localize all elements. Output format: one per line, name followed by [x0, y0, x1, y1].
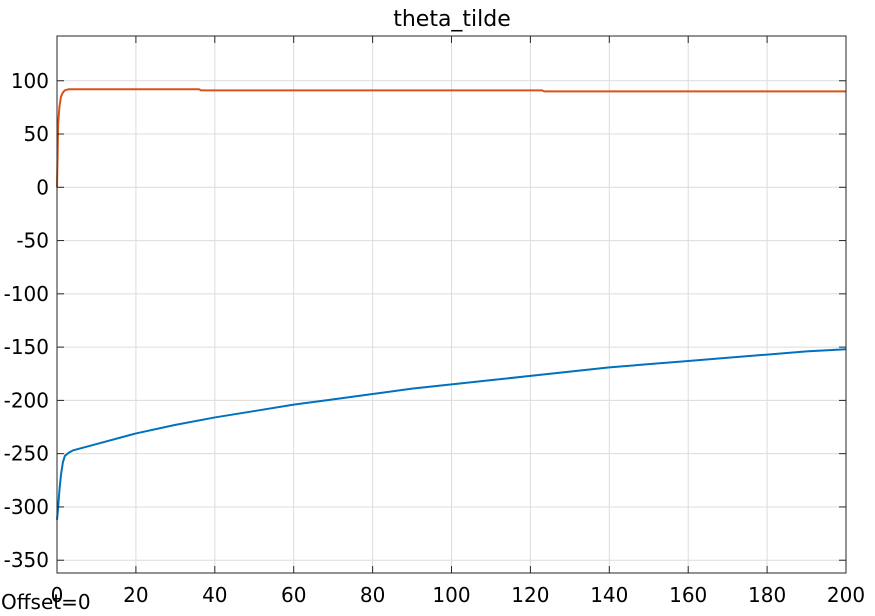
y-tick-label: -50: [16, 229, 49, 253]
axis-ticks: [56, 36, 847, 573]
x-tick-label: 200: [827, 583, 865, 607]
x-tick-label: 100: [432, 583, 470, 607]
y-tick-label: -200: [4, 388, 49, 412]
y-tick-label: 50: [24, 122, 49, 146]
x-tick-label: 40: [202, 583, 227, 607]
series-line-1: [56, 348, 847, 520]
y-tick-label: -350: [4, 548, 49, 572]
x-tick-label: 120: [511, 583, 549, 607]
y-tick-label: -300: [4, 495, 49, 519]
chart-title: theta_tilde: [393, 7, 511, 32]
x-tick-label: 0: [51, 583, 64, 607]
y-tick-label: -150: [4, 335, 49, 359]
y-axis-tick-labels: 100 50 0 -50 -100 -150 -200 -250 -300 -350: [4, 69, 49, 572]
y-tick-label: 100: [11, 69, 49, 93]
y-tick-label: -100: [4, 282, 49, 306]
x-tick-label: 180: [748, 583, 786, 607]
y-tick-label: 0: [36, 175, 49, 199]
grid: [56, 36, 847, 573]
x-axis-tick-labels: 0 20 40 60 80 100 120 140 160 180 200: [51, 583, 865, 607]
x-tick-label: 140: [590, 583, 628, 607]
x-tick-label: 160: [669, 583, 707, 607]
y-tick-label: -250: [4, 442, 49, 466]
series-layer: [56, 88, 847, 520]
x-tick-label: 60: [281, 583, 306, 607]
x-tick-label: 80: [360, 583, 385, 607]
offset-label: Offset=0: [1, 590, 91, 614]
series-line-2: [56, 88, 846, 188]
x-tick-label: 20: [123, 583, 148, 607]
